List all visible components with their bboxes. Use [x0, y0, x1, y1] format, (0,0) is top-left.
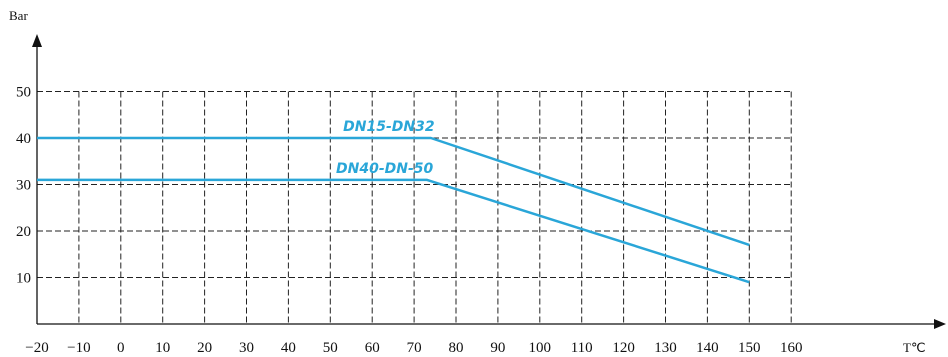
x-axis-arrow [934, 319, 946, 329]
x-tick-label: 110 [571, 340, 593, 356]
y-tick-label: 40 [16, 131, 31, 147]
x-tick-label: 100 [529, 340, 552, 356]
x-tick-label: 120 [612, 340, 635, 356]
x-tick-label: 80 [449, 340, 464, 356]
y-tick-label: 10 [16, 271, 31, 287]
x-tick-label: −20 [25, 340, 48, 356]
series-lines: DN15-DN32 DN40-DN-50 [37, 119, 750, 284]
y-axis-arrow [32, 34, 42, 47]
x-tick-label: 30 [239, 340, 254, 356]
x-tick-label: 130 [654, 340, 677, 356]
series-line-1 [37, 136, 750, 247]
x-tick-label: 50 [323, 340, 338, 356]
x-tick-label: 150 [738, 340, 761, 356]
y-tick-label: 50 [16, 85, 31, 101]
x-tick-label: 60 [365, 340, 380, 356]
y-axis-title: Bar [9, 8, 28, 23]
x-tick-label: 160 [780, 340, 803, 356]
series-label-1: DN15-DN32 [343, 119, 434, 135]
x-tick-label: 20 [197, 340, 212, 356]
x-tick-label: 10 [155, 340, 170, 356]
x-tick-label: 0 [117, 340, 125, 356]
y-tick-label: 20 [16, 224, 31, 240]
y-tick-label: 30 [16, 178, 31, 194]
series-line-2 [37, 178, 750, 284]
x-tick-label: 70 [407, 340, 422, 356]
x-tick-label: −10 [67, 340, 90, 356]
series-label-2: DN40-DN-50 [336, 161, 434, 177]
x-tick-label: 40 [281, 340, 296, 356]
x-axis-title: T℃ [903, 340, 926, 355]
axes: Bar T℃ [9, 8, 946, 355]
grid [37, 91, 792, 324]
tick-labels: −20 −10 0 10 20 30 40 50 60 70 80 90 100 110 120 130 140… [16, 85, 802, 357]
x-tick-label: 140 [696, 340, 719, 356]
x-tick-label: 90 [490, 340, 505, 356]
